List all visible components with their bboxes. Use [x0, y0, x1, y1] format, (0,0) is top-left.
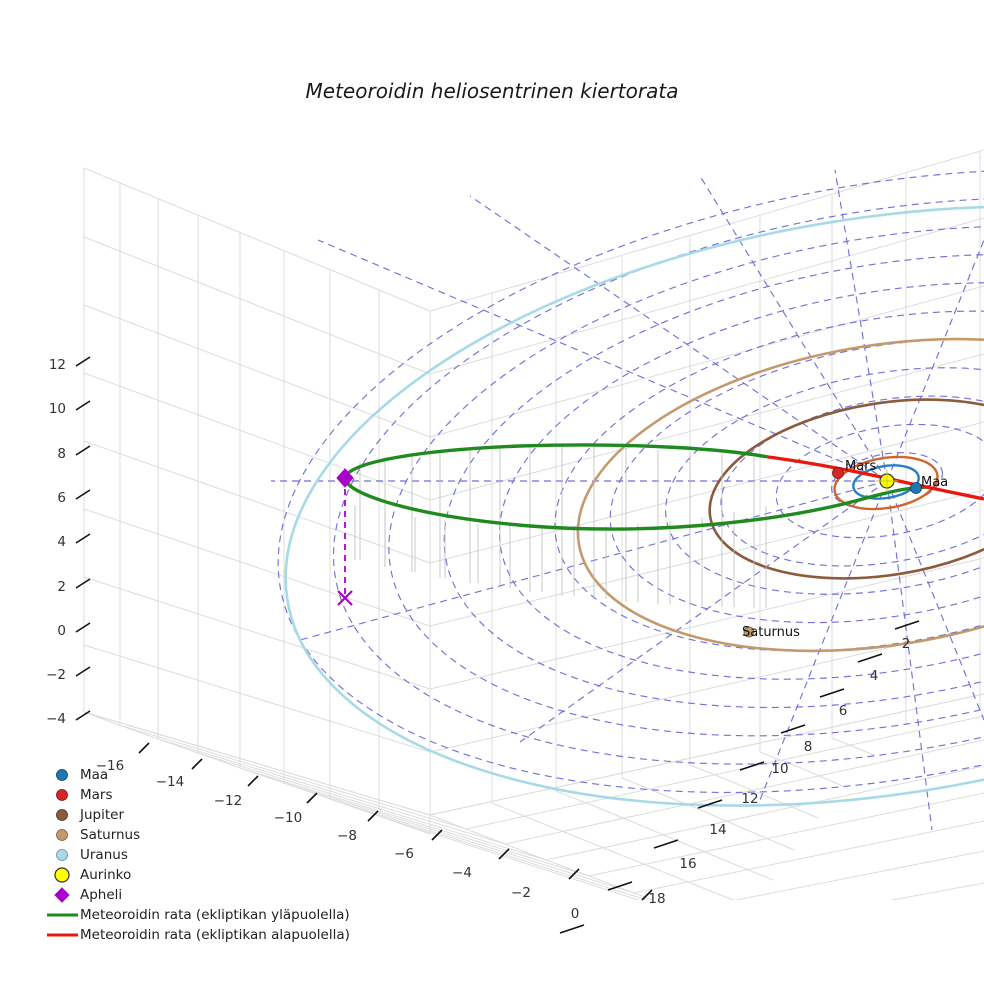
meteoroid-orbit-above-ecliptic [343, 443, 769, 479]
z-tick-5: 2 [57, 579, 66, 595]
x-tick-0: −16 [96, 758, 125, 774]
orbit-saturnus [576, 337, 984, 653]
legend-label-saturnus: Saturnus [80, 827, 140, 843]
z-tick-6: 0 [57, 623, 66, 639]
x-tick-2: −12 [214, 793, 243, 809]
label-mars: Mars [845, 459, 877, 474]
y-tick-1: 4 [870, 668, 879, 684]
aphelion-group [336, 468, 354, 606]
z-tick-8: −4 [46, 711, 66, 727]
z-tick-7: −2 [46, 667, 66, 683]
x-tick-3: −10 [274, 810, 303, 826]
orbit-mars [833, 455, 939, 511]
page-title: Meteoroidin heliosentrinen kiertorata [306, 79, 679, 103]
legend-marker-mars [56, 789, 68, 801]
legend-marker-maa [56, 769, 68, 781]
y-tick-4: 10 [771, 761, 788, 777]
x-axis-ticks [138, 742, 653, 901]
z-tick-1: 10 [49, 401, 66, 417]
z-axis-ticks [75, 356, 91, 721]
legend-marker-aurinko [54, 867, 70, 883]
label-saturnus: Saturnus [742, 625, 800, 640]
legend-label-orbit-below: Meteoroidin rata (ekliptikan alapuolella… [80, 927, 350, 943]
x-tick-5: −6 [394, 846, 414, 862]
label-maa: Maa [921, 475, 948, 490]
axis-ticks [75, 356, 920, 934]
y-tick-5: 12 [741, 791, 758, 807]
legend-marker-apheli [54, 887, 70, 903]
legend-marker-saturnus [56, 829, 68, 841]
legend-label-mars: Mars [80, 787, 113, 803]
y-axis-tick-labels: 2 4 6 8 10 12 14 16 18 [648, 636, 910, 907]
z-tick-2: 8 [57, 446, 66, 462]
y-tick-8: 18 [648, 891, 665, 907]
orbit-jupiter [708, 398, 984, 580]
y-tick-7: 16 [679, 856, 696, 872]
x-tick-4: −8 [337, 828, 357, 844]
orbit-uranus [284, 205, 984, 807]
planet-orbits [284, 205, 984, 807]
legend-marker-jupiter [56, 809, 68, 821]
legend-label-maa: Maa [80, 767, 108, 783]
marker-maa [910, 482, 922, 494]
aphelion-marker-diamond [336, 468, 354, 488]
body-markers [743, 467, 922, 638]
x-tick-7: −2 [511, 885, 531, 901]
legend-box[interactable]: Maa Mars Jupiter Saturnus Uranus Aurinko… [47, 767, 350, 943]
z-tick-3: 6 [57, 490, 66, 506]
axes-3d-panes [83, 149, 984, 900]
legend-label-uranus: Uranus [80, 847, 128, 863]
legend-label-apheli: Apheli [80, 887, 122, 903]
legend-label-aurinko: Aurinko [80, 867, 131, 883]
meteoroid-orbit-above-ecliptic-lower [343, 477, 931, 531]
marker-mars [832, 467, 844, 479]
x-tick-6: −4 [452, 865, 472, 881]
orbit-maa [852, 464, 920, 500]
y-tick-3: 8 [804, 739, 813, 755]
legend-label-jupiter: Jupiter [79, 807, 124, 823]
legend-marker-uranus [56, 849, 68, 861]
y-tick-2: 6 [839, 703, 848, 719]
z-axis-tick-labels: 12 10 8 6 4 2 0 −2 −4 [46, 357, 66, 727]
x-tick-1: −14 [156, 774, 185, 790]
y-tick-0: 2 [902, 636, 911, 652]
pane-floor-grid [83, 693, 984, 900]
y-axis-ticks [559, 620, 920, 934]
x-axis-tick-labels: −16 −14 −12 −10 −8 −6 −4 −2 0 [96, 758, 580, 922]
x-tick-8: 0 [571, 906, 580, 922]
z-tick-0: 12 [49, 357, 66, 373]
polar-grid [271, 168, 984, 831]
marker-saturnus [743, 626, 755, 638]
polar-grid-spokes [271, 169, 984, 831]
y-tick-6: 14 [709, 822, 726, 838]
z-tick-4: 4 [57, 534, 66, 550]
legend-label-orbit-above: Meteoroidin rata (ekliptikan yläpuolella… [80, 907, 350, 923]
orbit-projection-stems [354, 446, 767, 608]
aphelion-projection-x [337, 590, 353, 606]
